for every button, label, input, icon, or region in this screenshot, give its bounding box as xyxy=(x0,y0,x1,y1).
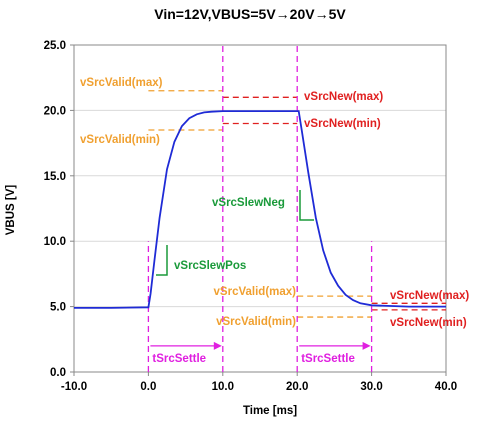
settle-arrow-head xyxy=(213,341,222,350)
y-tick-label: 25.0 xyxy=(44,40,66,52)
y-tick-label: 10.0 xyxy=(44,236,66,248)
limit-label: vSrcValid(max) xyxy=(214,286,297,298)
settle-arrow-head xyxy=(362,341,371,350)
limit-label: vSrcNew(min) xyxy=(304,118,381,130)
slew-pos-marker xyxy=(156,245,168,276)
limit-label: vSrcNew(max) xyxy=(390,290,469,302)
x-tick-label: 10.0 xyxy=(212,381,234,393)
x-tick-label: 0.0 xyxy=(140,381,156,393)
limit-label: vSrcNew(min) xyxy=(390,317,467,329)
x-axis-title: Time [ms] xyxy=(243,405,297,417)
limit-label: vSrcValid(max) xyxy=(80,77,163,89)
limit-label: vSrcNew(max) xyxy=(304,91,383,103)
settle-label: tSrcSettle xyxy=(301,353,355,365)
y-axis-title: VBUS [V] xyxy=(5,185,17,236)
settle-label: tSrcSettle xyxy=(152,353,206,365)
x-tick-label: -10.0 xyxy=(61,381,87,393)
x-tick-label: 20.0 xyxy=(286,381,308,393)
y-tick-label: 20.0 xyxy=(44,105,66,117)
chart-title: Vin=12V,VBUS=5V→20V→5V xyxy=(154,6,346,22)
slew-neg-marker xyxy=(299,190,314,221)
y-tick-label: 15.0 xyxy=(44,171,66,183)
vbus-trace xyxy=(74,110,446,309)
limit-label: vSrcValid(min) xyxy=(80,134,160,146)
slew-pos-label: vSrcSlewPos xyxy=(174,260,246,272)
plot-border xyxy=(73,44,447,373)
slew-neg-label: vSrcSlewNeg xyxy=(212,197,285,209)
y-tick-label: 5.0 xyxy=(50,302,66,314)
y-tick-label: 0.0 xyxy=(50,367,66,379)
x-tick-label: 40.0 xyxy=(435,381,457,393)
x-tick-label: 30.0 xyxy=(360,381,382,393)
limit-label: vSrcValid(min) xyxy=(216,316,296,328)
